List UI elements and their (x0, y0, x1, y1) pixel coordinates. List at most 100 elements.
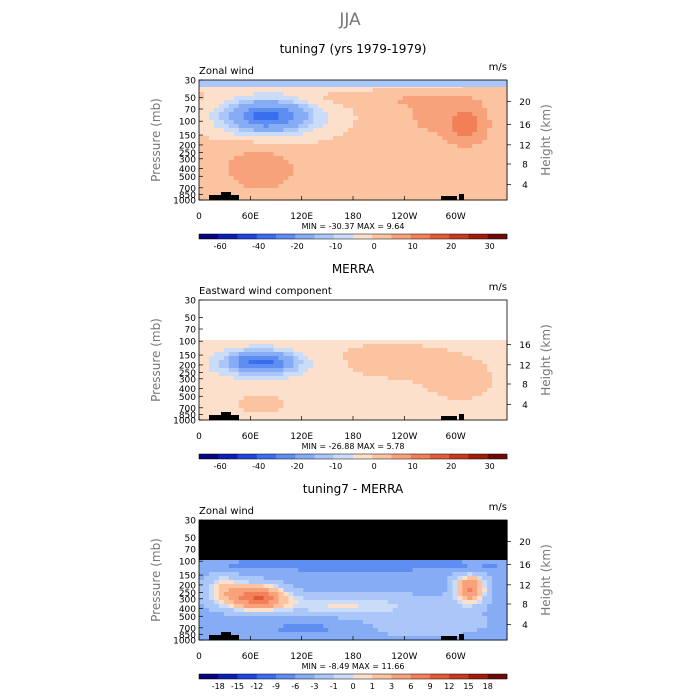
heatmap-cell (447, 100, 453, 105)
heatmap-cell (462, 520, 468, 525)
heatmap-cell (213, 380, 220, 385)
heatmap-cell (228, 140, 235, 145)
heatmap-cell (412, 188, 419, 193)
heatmap-cell (348, 376, 354, 381)
heatmap-cell (457, 100, 463, 105)
heatmap-cell (248, 108, 255, 113)
heatmap-cell (243, 416, 250, 421)
heatmap-cell (452, 364, 458, 369)
heatmap-cell (263, 576, 270, 581)
heatmap-cell (283, 148, 290, 153)
heatmap-cell (228, 408, 235, 413)
heatmap-cell (283, 172, 290, 177)
heatmap-cell (333, 360, 339, 365)
heatmap-cell (328, 588, 334, 593)
heatmap-cell (303, 124, 309, 129)
heatmap-cell (248, 608, 255, 613)
heatmap-cell (238, 120, 245, 125)
heatmap-cell (457, 396, 463, 401)
heatmap-cell (253, 536, 260, 541)
heatmap-cell (273, 340, 280, 345)
heatmap-cell (323, 184, 329, 189)
heatmap-cell (367, 412, 374, 417)
heatmap-cell (487, 136, 493, 141)
heatmap-cell (397, 144, 404, 149)
heatmap-cell (382, 388, 389, 393)
heatmap-cell (208, 400, 215, 405)
heatmap-cell (412, 408, 419, 413)
heatmap-cell (313, 548, 319, 553)
heatmap-cell (467, 92, 473, 97)
heatmap-cell (348, 384, 354, 389)
heatmap-cell (427, 188, 434, 193)
heatmap-cell (447, 124, 453, 129)
heatmap-cell (452, 108, 458, 113)
heatmap-cell (437, 348, 444, 353)
heatmap-cell (442, 176, 448, 181)
y-axis-right-title: Height (km) (539, 104, 553, 175)
heatmap-cell (452, 592, 458, 597)
heatmap-cell (432, 384, 439, 389)
heatmap-cell (343, 100, 349, 105)
heatmap-cell (437, 540, 444, 545)
heatmap-cell (213, 116, 220, 121)
heatmap-cell (452, 396, 458, 401)
heatmap-cell (333, 100, 339, 105)
heatmap-cell (318, 364, 324, 369)
heatmap-cell (432, 96, 439, 101)
heatmap-cell (482, 388, 488, 393)
heatmap-cell (497, 104, 503, 109)
heatmap-cell (437, 156, 444, 161)
heatmap-cell (427, 576, 434, 581)
heatmap-cell (367, 552, 374, 557)
heatmap-cell (402, 168, 409, 173)
colorbar-label: 30 (485, 242, 495, 251)
heatmap-cell (447, 144, 453, 149)
heatmap-cell (362, 576, 369, 581)
heatmap-cell (412, 624, 419, 629)
heatmap-cell (313, 572, 319, 577)
heatmap-cell (432, 416, 439, 421)
heatmap-cell (353, 600, 359, 605)
heatmap-cell (338, 552, 344, 557)
heatmap-cell (318, 584, 324, 589)
heatmap-cell (502, 184, 508, 189)
heatmap-cell (258, 556, 265, 561)
heatmap-cell (412, 96, 419, 101)
heatmap-cell (467, 540, 473, 545)
heatmap-cell (447, 380, 453, 385)
heatmap-cell (243, 128, 250, 133)
heatmap-cell (268, 96, 275, 101)
heatmap-cell (208, 584, 215, 589)
heatmap-cell (437, 356, 444, 361)
heatmap-cell (348, 196, 354, 201)
heatmap-cell (417, 348, 424, 353)
heatmap-cell (412, 108, 419, 113)
heatmap-cell (233, 128, 240, 133)
heatmap-cell (223, 364, 230, 369)
heatmap-cell (283, 116, 290, 121)
heatmap-cell (338, 620, 344, 625)
heatmap-cell (303, 400, 309, 405)
heatmap-cell (402, 120, 409, 125)
heatmap-cell (437, 188, 444, 193)
heatmap-cell (477, 584, 483, 589)
heatmap-cell (199, 548, 205, 553)
heatmap-cell (278, 372, 285, 377)
x-tick-label: 180 (344, 432, 361, 442)
heatmap-cell (258, 152, 265, 157)
heatmap-cell (497, 164, 503, 169)
heatmap-cell (298, 108, 304, 113)
heatmap-cell (353, 348, 359, 353)
heatmap-cell (323, 556, 329, 561)
heatmap-cell (223, 148, 230, 153)
heatmap-cell (442, 580, 448, 585)
heatmap-cell (233, 568, 240, 573)
heatmap-cell (427, 352, 434, 357)
heatmap-cell (228, 536, 235, 541)
heatmap-cell (437, 132, 444, 137)
heatmap-cell (253, 544, 260, 549)
heatmap-cell (462, 396, 468, 401)
heatmap-cell (268, 576, 275, 581)
heatmap-cell (457, 544, 463, 549)
